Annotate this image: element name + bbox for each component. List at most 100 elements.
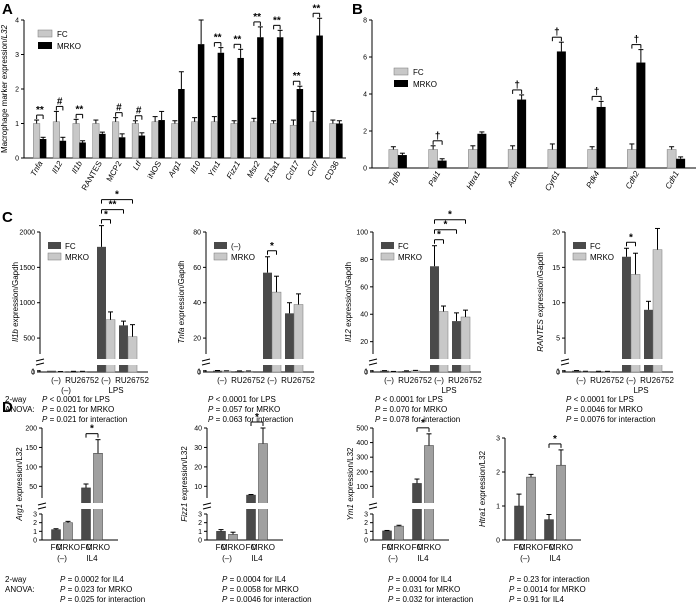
axis-break [368, 502, 378, 510]
category-label: Cdh1 [664, 170, 681, 191]
treatment-label: RU26752 [115, 376, 149, 385]
bar-fc-pai1 [428, 149, 438, 169]
category-label: Tgfb [387, 169, 403, 188]
bar-mrko-il10 [197, 44, 205, 158]
legend-swatch-fc [48, 242, 61, 249]
significance-bracket: * [85, 424, 99, 438]
y-tick-label: 200 [356, 469, 368, 476]
anova-result: P < 0.0001 for LPS [208, 395, 276, 404]
axis-break [201, 358, 211, 366]
y-tick-label: 40 [193, 300, 201, 307]
significance-label: # [57, 96, 63, 107]
y-tick-label: 0 [556, 370, 560, 377]
axis-break [368, 358, 378, 366]
anova-result: P = 0.0014 for MRKO [509, 585, 586, 594]
bar-break [411, 503, 423, 509]
break-line [201, 362, 211, 366]
category-label: iNOS [146, 160, 163, 181]
y-tick-label: 20 [193, 336, 201, 343]
break-line [368, 362, 378, 366]
bar-fc [572, 370, 581, 372]
axis-break [560, 358, 570, 366]
significance-bracket: † [512, 80, 523, 94]
panel-b: 0 2 4 6 8 Tgfb Pai1 Htra1 Adm Cyr61 Pdk4 Cdh2 Cdh1 † †… [363, 18, 696, 192]
bar-mrko-fizz1 [237, 57, 244, 159]
bar-fc [514, 505, 524, 541]
y-tick-label: 100 [356, 230, 368, 237]
anova-result: P = 0.021 for MRKO [42, 405, 114, 414]
bar-break [284, 359, 304, 365]
category-label: Ccl17 [283, 159, 301, 182]
bar-mrko [424, 445, 434, 541]
significance-bracket: † [551, 27, 562, 42]
y-axis-label: RANTES expression/Gapdh [536, 252, 545, 352]
significance-bracket: * [416, 418, 430, 432]
axis-break [35, 358, 45, 366]
y-tick-label: 40 [360, 312, 368, 319]
bar-label: FC [514, 543, 525, 552]
category-label: Il12 [50, 159, 65, 175]
bar-mrko [410, 370, 421, 373]
bar-mrko [652, 249, 663, 373]
significance-bracket: ** [273, 15, 281, 30]
y-tick-label: 0 [33, 538, 37, 545]
group-label: (–) [57, 554, 67, 563]
y-axis-label: Fizz1 expression/L32 [180, 446, 189, 522]
y-axis-label: Tnfa expression/Gapdh [177, 260, 186, 343]
bar-mrko [526, 476, 536, 541]
significance-label: † [554, 27, 560, 38]
significance-label: * [448, 210, 452, 221]
anova-result: P = 0.078 for interaction [375, 415, 460, 424]
anova-result: P = 0.0058 for MRKO [222, 585, 299, 594]
break-line [37, 502, 47, 506]
y-tick-label: 2 [33, 520, 37, 527]
bar-break [96, 359, 116, 365]
bar-label: FC [382, 543, 393, 552]
legend-swatch-mrko [572, 252, 587, 261]
bar-fc-ym1 [210, 121, 218, 159]
significance-bracket: † [432, 131, 443, 145]
bar-mrko-rantes [99, 133, 106, 158]
panel-a: 0 1 2 3 4 Macrophage marker expression/L32 Tnf… [0, 3, 346, 192]
significance-bracket: * [548, 434, 562, 448]
bar-fc [235, 371, 244, 372]
anova-result: P = 0.021 for interaction [42, 415, 127, 424]
y-tick-label: 400 [356, 440, 368, 447]
y-tick-label: 200 [25, 426, 37, 433]
bar-mrko-tgfb [397, 155, 407, 168]
significance-label: * [90, 424, 94, 435]
y-tick-label: 1 [15, 121, 19, 128]
y-tick-label: 3 [198, 512, 202, 519]
significance-bracket: ** [214, 33, 222, 47]
group-label: LPS [108, 386, 123, 395]
significance-bracket: * [101, 190, 133, 204]
significance-label: * [437, 230, 441, 241]
bar-break [621, 359, 641, 365]
anova-prefix: 2-way [5, 395, 26, 404]
bar-label: MRKO [387, 543, 411, 552]
bar-mrko-cdh2 [636, 62, 646, 168]
bar-fc-inos [151, 121, 159, 159]
significance-label: # [116, 103, 122, 114]
break-line [35, 362, 45, 366]
bar-fc-msr2 [250, 121, 258, 159]
bar-break [245, 503, 257, 509]
anova-result: P = 0.0004 for IL4 [388, 575, 452, 584]
bar-label: FC [246, 543, 257, 552]
category-label: Il1b [70, 159, 85, 175]
bar-mrko-ccl17 [296, 89, 304, 158]
y-tick-label: 0 [496, 538, 500, 545]
significance-label: † [514, 80, 520, 91]
bar-fc [119, 325, 128, 372]
bar-label: FC [51, 543, 62, 552]
y-tick-label: 80 [360, 257, 368, 264]
y-tick-label: 1500 [19, 265, 35, 272]
anova-result: P < 0.0001 for LPS [566, 395, 634, 404]
bar-mrko-ccl7 [316, 35, 323, 158]
panel-label-a: A [2, 1, 13, 18]
legend-label-fc: (–) [231, 242, 241, 251]
break-line [560, 358, 570, 362]
y-tick-label: 3 [15, 52, 19, 59]
